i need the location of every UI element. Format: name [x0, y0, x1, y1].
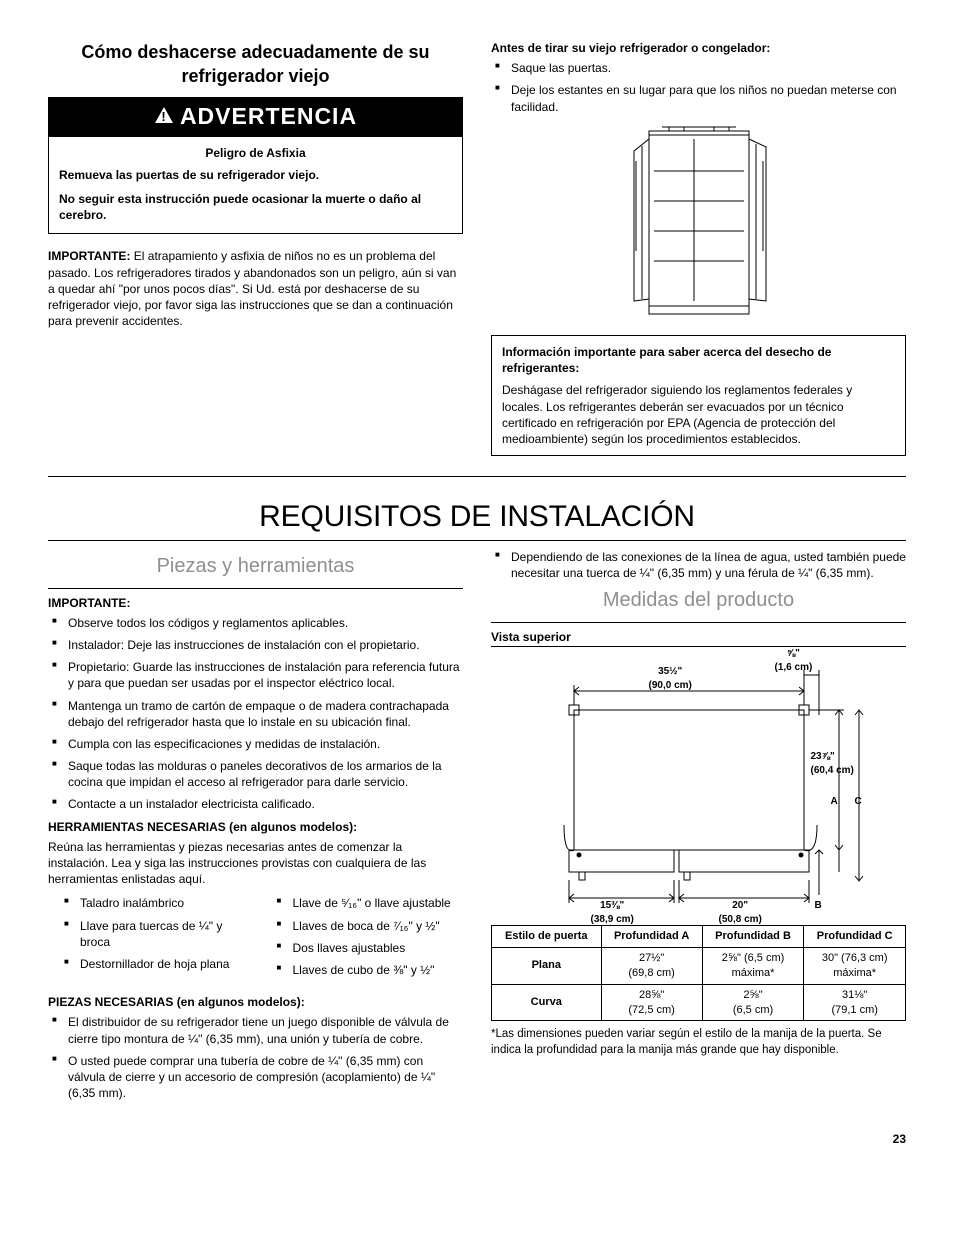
bullet-item: Saque todas las molduras o paneles decor… [48, 758, 463, 790]
dim-w3-cm: (50,8 cm) [719, 914, 762, 925]
bullet-item: Deje los estantes en su lugar para que l… [491, 82, 906, 114]
bullet-item: Llaves de cubo de ⅜" y ½" [261, 962, 464, 978]
importante-bullets: Observe todos los códigos y reglamentos … [48, 615, 463, 813]
dim-w1-in: 35½" [658, 666, 682, 677]
dim-d1-cm: (60,4 cm) [811, 765, 854, 776]
installation-requirements-title: REQUISITOS DE INSTALACIÓN [48, 497, 906, 541]
bullet-item: Contacte a un instalador electricista ca… [48, 796, 463, 812]
disposal-info-body: Deshágase del refrigerador siguiendo los… [502, 382, 895, 447]
dim-label-c: C [855, 795, 862, 809]
table-row: Curva 28⅝" (72,5 cm) 2⅝" (6,5 cm) 31⅛" (… [492, 984, 906, 1021]
tools-two-columns: Taladro inalámbrico Llave para tuercas d… [48, 895, 463, 990]
dim-w2-cm: (38,9 cm) [591, 914, 634, 925]
warning-banner: ! ADVERTENCIA [49, 98, 462, 137]
tools-needed-intro: Reúna las herramientas y piezas necesari… [48, 839, 463, 888]
product-dimensions-heading: Medidas del producto [491, 587, 906, 614]
danger-title: Peligro de Asfixia [59, 145, 452, 161]
table-cell: 31⅛" (79,1 cm) [804, 984, 906, 1021]
bottom-right-column: Dependiendo de las conexiones de la líne… [491, 549, 906, 1108]
table-cell: 28⅝" (72,5 cm) [601, 984, 702, 1021]
dim-w3-in: 20" [732, 900, 748, 911]
bullet-item: Dependiendo de las conexiones de la líne… [491, 549, 906, 581]
warning-triangle-icon: ! [154, 101, 174, 132]
parts-needed-label: PIEZAS NECESARIAS (en algunos modelos): [48, 994, 463, 1010]
before-dispose-intro: Antes de tirar su viejo refrigerador o c… [491, 40, 906, 56]
tools-needed-label: HERRAMIENTAS NECESARIAS (en algunos mode… [48, 819, 463, 835]
section-divider [48, 476, 906, 477]
bullet-item: Propietario: Guarde las instrucciones de… [48, 659, 463, 691]
bullet-item: O usted puede comprar una tubería de cob… [48, 1053, 463, 1102]
dimensions-table: Estilo de puerta Profundidad A Profundid… [491, 925, 906, 1021]
top-right-column: Antes de tirar su viejo refrigerador o c… [491, 40, 906, 456]
table-header: Profundidad B [702, 926, 804, 948]
warning-box: ! ADVERTENCIA Peligro de Asfixia Remueva… [48, 97, 463, 235]
dim-w2-in: 15⅜" [600, 900, 624, 911]
disposal-heading: Cómo deshacerse adecuadamente de su refr… [48, 40, 463, 89]
bullet-item: Saque las puertas. [491, 60, 906, 76]
bullet-item: Llaves de boca de ⁷⁄₁₆" y ½" [261, 918, 464, 934]
refrigerator-illustration [491, 121, 906, 325]
warning-body: Peligro de Asfixia Remueva las puertas d… [49, 137, 462, 234]
dim-gap-cm: (1,6 cm) [775, 662, 813, 673]
table-cell: Curva [492, 984, 602, 1021]
bullet-item: El distribuidor de su refrigerador tiene… [48, 1014, 463, 1046]
danger-line-1: Remueva las puertas de su refrigerador v… [59, 167, 452, 183]
bullet-item: Llave para tuercas de ¼" y broca [48, 918, 251, 950]
table-footnote: *Las dimensiones pueden variar según el … [491, 1027, 906, 1058]
bullet-item: Instalador: Deje las instrucciones de in… [48, 637, 463, 653]
dimension-diagram-svg [519, 655, 879, 915]
bullet-item: Llave de ⁵⁄₁₆" o llave ajustable [261, 895, 464, 911]
disposal-info-title: Información importante para saber acerca… [502, 344, 895, 376]
bullet-item: Destornillador de hoja plana [48, 956, 251, 972]
bullet-item: Mantenga un tramo de cartón de empaque o… [48, 698, 463, 730]
tools-left-list: Taladro inalámbrico Llave para tuercas d… [48, 895, 251, 984]
table-cell: 2⅝" (6,5 cm) máxima* [702, 947, 804, 984]
top-view-diagram: 35½" (90,0 cm) ⅝" (1,6 cm) 23⅞" (60,4 cm… [519, 655, 879, 915]
before-dispose-bullets: Saque las puertas. Deje los estantes en … [491, 60, 906, 115]
dim-d1-in: 23⅞" [811, 751, 835, 762]
water-line-bullet: Dependiendo de las conexiones de la líne… [491, 549, 906, 581]
table-cell: 2⅝" (6,5 cm) [702, 984, 804, 1021]
table-header: Profundidad A [601, 926, 702, 948]
svg-text:!: ! [161, 109, 166, 124]
bullet-item: Dos llaves ajustables [261, 940, 464, 956]
page-number: 23 [48, 1131, 906, 1147]
table-row: Plana 27½" (69,8 cm) 2⅝" (6,5 cm) máxima… [492, 947, 906, 984]
top-view-label: Vista superior [491, 629, 906, 647]
table-header: Estilo de puerta [492, 926, 602, 948]
dim-label-b: B [815, 899, 822, 913]
top-left-column: Cómo deshacerse adecuadamente de su refr… [48, 40, 463, 456]
top-section: Cómo deshacerse adecuadamente de su refr… [48, 40, 906, 456]
table-cell: Plana [492, 947, 602, 984]
tools-right-list: Llave de ⁵⁄₁₆" o llave ajustable Llaves … [261, 895, 464, 984]
bullet-item: Taladro inalámbrico [48, 895, 251, 911]
dim-w1-cm: (90,0 cm) [649, 680, 692, 691]
bullet-item: Cumpla con las especificaciones y medida… [48, 736, 463, 752]
importante-label: IMPORTANTE: [48, 249, 130, 263]
parts-needed-bullets: El distribuidor de su refrigerador tiene… [48, 1014, 463, 1101]
importante-label-2: IMPORTANTE: [48, 595, 463, 611]
table-header: Profundidad C [804, 926, 906, 948]
dim-label-a: A [831, 795, 838, 809]
table-cell: 30" (76,3 cm) máxima* [804, 947, 906, 984]
bullet-item: Observe todos los códigos y reglamentos … [48, 615, 463, 631]
bottom-section: Piezas y herramientas IMPORTANTE: Observ… [48, 549, 906, 1108]
danger-line-2: No seguir esta instrucción puede ocasion… [59, 191, 452, 223]
parts-tools-heading: Piezas y herramientas [48, 553, 463, 580]
bottom-left-column: Piezas y herramientas IMPORTANTE: Observ… [48, 549, 463, 1108]
table-header-row: Estilo de puerta Profundidad A Profundid… [492, 926, 906, 948]
importante-paragraph: IMPORTANTE: El atrapamiento y asfixia de… [48, 248, 463, 329]
warning-word: ADVERTENCIA [180, 101, 357, 132]
dim-gap-in: ⅝" [787, 648, 800, 659]
table-cell: 27½" (69,8 cm) [601, 947, 702, 984]
disposal-info-box: Información importante para saber acerca… [491, 335, 906, 456]
